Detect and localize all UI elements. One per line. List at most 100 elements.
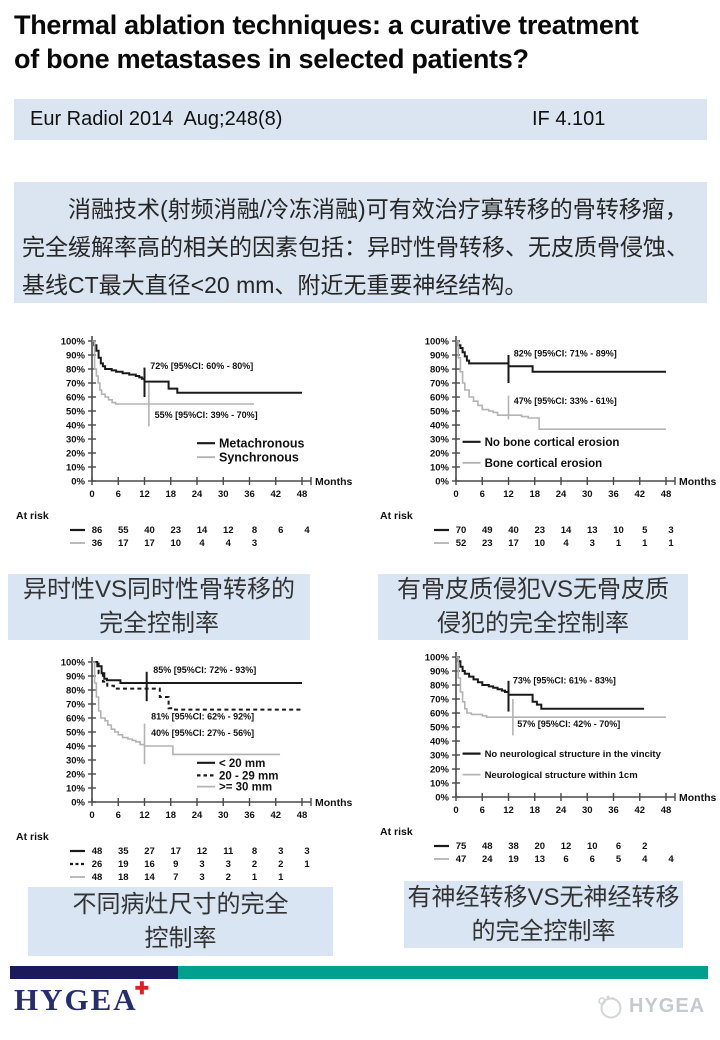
x-axis-title: Months — [315, 476, 352, 488]
km-curve — [92, 661, 281, 756]
y-tick-label: 40% — [430, 737, 450, 748]
at-risk-value: 13 — [534, 854, 545, 865]
at-risk-value: 17 — [118, 538, 129, 549]
y-tick-label: 80% — [430, 365, 450, 376]
x-tick-label: 6 — [480, 489, 485, 500]
caption-line: 控制率 — [144, 924, 217, 952]
km-chart-neurological-structure: 0% 10% 20% 30% 40% 50% 60% 70% 80% 90% 100% 0 6 12 18 2… — [380, 652, 716, 865]
x-tick-label: 24 — [556, 489, 567, 500]
footer-bar-navy — [10, 966, 178, 979]
y-tick-label: 20% — [430, 449, 450, 460]
x-axis-title: Months — [315, 797, 352, 809]
y-tick-label: 70% — [66, 700, 86, 711]
at-risk-value: 14 — [144, 872, 155, 883]
caption-line: 的完全控制率 — [471, 917, 616, 945]
ci-annotation: 47% [95%CI: 33% - 61%] — [514, 396, 617, 406]
at-risk-value: 1 — [278, 872, 284, 883]
at-risk-value: 6 — [616, 841, 621, 852]
x-tick-label: 24 — [192, 489, 203, 500]
at-risk-label: At risk — [16, 831, 49, 843]
at-risk-value: 48 — [482, 841, 493, 852]
page-title: Thermal ablation techniques: a curative … — [14, 8, 712, 76]
at-risk-value: 1 — [252, 872, 258, 883]
x-tick-label: 18 — [165, 489, 176, 500]
y-tick-label: 50% — [66, 728, 86, 739]
legend-label: 20 - 29 mm — [219, 770, 278, 782]
legend-label: >= 30 mm — [219, 782, 272, 794]
at-risk-value: 48 — [92, 872, 103, 883]
at-risk-value: 8 — [252, 846, 257, 857]
caption-line: 侵犯的完全控制率 — [437, 610, 629, 637]
summary-line: 基线CT最大直径<20 mm、附近无重要神经结构。 — [22, 272, 528, 298]
hygea-logo-text: HYGEA — [14, 982, 138, 1017]
y-tick-label: 40% — [66, 742, 86, 753]
x-tick-label: 36 — [608, 805, 619, 816]
km-curve — [456, 340, 666, 373]
ci-annotation: 57% [95%CI: 42% - 70%] — [517, 719, 620, 729]
y-tick-label: 100% — [425, 337, 450, 348]
at-risk-value: 52 — [456, 538, 467, 549]
legend-label: Synchronous — [219, 451, 299, 465]
x-axis-title: Months — [679, 476, 716, 488]
at-risk-value: 12 — [197, 846, 208, 857]
x-tick-label: 36 — [608, 489, 619, 500]
at-risk-value: 3 — [199, 872, 204, 883]
x-tick-label: 18 — [529, 805, 540, 816]
x-tick-label: 42 — [634, 805, 645, 816]
x-tick-label: 18 — [165, 810, 176, 821]
y-tick-label: 50% — [430, 723, 450, 734]
x-tick-label: 6 — [116, 810, 121, 821]
legend-label: Neurological structure within 1cm — [485, 770, 638, 781]
summary-line: 完全缓解率高的相关的因素包括：异时性骨转移、无皮质骨侵蚀、 — [22, 234, 689, 260]
at-risk-value: 3 — [590, 538, 595, 549]
at-risk-value: 55 — [118, 525, 129, 536]
at-risk-value: 10 — [613, 525, 624, 536]
at-risk-label: At risk — [380, 826, 413, 838]
x-tick-label: 30 — [218, 489, 229, 500]
at-risk-value: 24 — [482, 854, 493, 865]
at-risk-value: 5 — [642, 525, 648, 536]
y-tick-label: 40% — [430, 421, 450, 432]
y-tick-label: 80% — [430, 681, 450, 692]
km-curve — [456, 656, 666, 718]
at-risk-value: 36 — [92, 538, 103, 549]
at-risk-value: 17 — [508, 538, 519, 549]
x-tick-label: 18 — [529, 489, 540, 500]
ci-annotation: 55% [95%CI: 39% - 70%] — [155, 410, 258, 420]
chart-caption-neurological: 有神经转移VS无神经转移 的完全控制率 — [404, 881, 683, 948]
x-tick-label: 12 — [503, 805, 514, 816]
y-tick-label: 0% — [71, 477, 85, 488]
y-tick-label: 90% — [66, 672, 86, 683]
km-chart-metachronous-vs-synchronous: 0% 10% 20% 30% 40% 50% 60% 70% 80% 90% 100% 0 6 12 18 2… — [16, 336, 352, 549]
caption-line: 完全控制率 — [99, 610, 219, 637]
y-tick-label: 10% — [66, 463, 86, 474]
y-tick-label: 30% — [66, 435, 86, 446]
at-risk-value: 48 — [92, 846, 103, 857]
caption-line: 有神经转移VS无神经转移 — [407, 883, 680, 911]
caption-line: 异时性VS同时性骨转移的 — [22, 576, 295, 603]
ci-annotation: 81% [95%CI: 62% - 92%] — [151, 711, 254, 721]
at-risk-value: 4 — [199, 538, 205, 549]
at-risk-value: 35 — [118, 846, 129, 857]
at-risk-value: 4 — [304, 525, 310, 536]
y-tick-label: 20% — [66, 770, 86, 781]
at-risk-value: 3 — [668, 525, 673, 536]
x-tick-label: 0 — [453, 805, 458, 816]
y-tick-label: 70% — [66, 379, 86, 390]
y-tick-label: 80% — [66, 686, 86, 697]
y-tick-label: 90% — [430, 351, 450, 362]
at-risk-value: 27 — [144, 846, 155, 857]
at-risk-value: 75 — [456, 841, 467, 852]
at-risk-value: 10 — [587, 841, 598, 852]
y-tick-label: 100% — [61, 337, 86, 348]
citation-text: Eur Radiol 2014 Aug;248(8) — [30, 108, 283, 130]
at-risk-value: 12 — [561, 841, 572, 852]
at-risk-value: 23 — [170, 525, 181, 536]
y-tick-label: 90% — [66, 351, 86, 362]
y-tick-label: 100% — [425, 653, 450, 664]
at-risk-value: 4 — [642, 854, 648, 865]
at-risk-label: At risk — [16, 510, 49, 522]
caption-line: 不同病灶尺寸的完全 — [72, 890, 289, 918]
at-risk-value: 4 — [226, 538, 232, 549]
